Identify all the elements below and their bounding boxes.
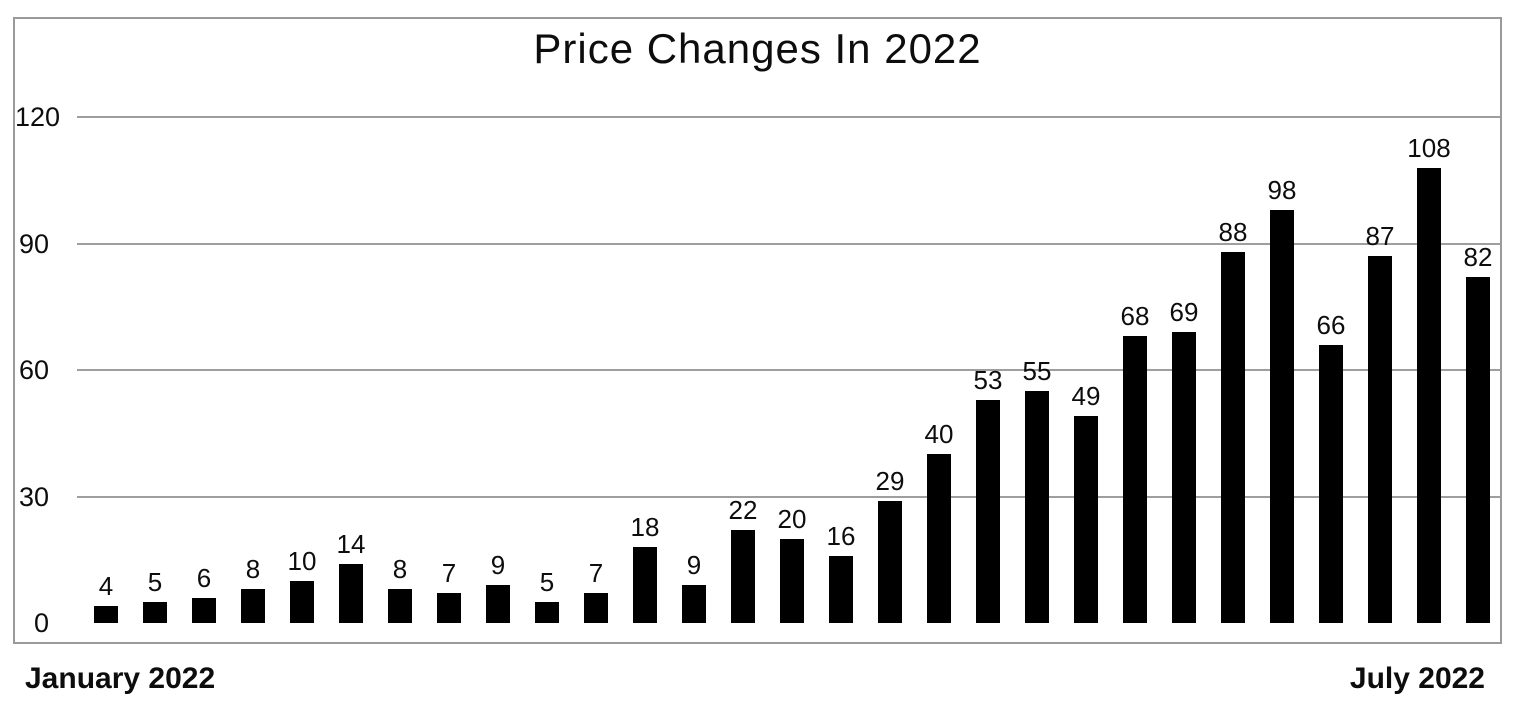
bar-value-label: 5 xyxy=(147,566,163,597)
bar-value-label: 10 xyxy=(287,545,317,576)
bar xyxy=(192,597,216,623)
bar xyxy=(1368,256,1392,623)
bar-value-label: 8 xyxy=(392,554,408,585)
bar-value-label: 20 xyxy=(777,503,807,534)
bar-value-label: 5 xyxy=(539,566,555,597)
y-axis-tick-label: 60 xyxy=(18,355,49,385)
bar-value-label: 6 xyxy=(196,562,212,593)
bar-value-label: 98 xyxy=(1267,174,1297,205)
bar-value-label: 108 xyxy=(1407,132,1451,163)
plot-area: 0 30 60 90 120 4 5 6 8 10 14 8 7 9 5 7 18 9 22 20 16 29 40 53 55… xyxy=(15,19,1500,642)
x-axis-label-start: January 2022 xyxy=(25,662,216,695)
bar xyxy=(1074,416,1098,623)
bar-value-label: 9 xyxy=(490,550,506,581)
chart-area: Price Changes In 2022 0 30 60 90 120 4 5 6 8 10 14… xyxy=(13,17,1502,644)
gridline-120 xyxy=(77,116,1500,118)
bar xyxy=(1123,336,1147,623)
bar xyxy=(731,530,755,623)
bar xyxy=(682,585,706,623)
bar xyxy=(486,585,510,623)
bar xyxy=(437,593,461,623)
bar xyxy=(290,580,314,623)
bar-value-label: 14 xyxy=(336,528,366,559)
bar-value-label: 87 xyxy=(1365,221,1395,252)
gridline-60 xyxy=(77,369,1500,371)
gridline-30 xyxy=(77,495,1500,498)
bar-value-label: 7 xyxy=(588,558,604,589)
bar xyxy=(584,593,608,623)
bar-value-label: 22 xyxy=(728,495,758,526)
bar-value-label: 53 xyxy=(973,364,1003,395)
y-axis-tick-label: 120 xyxy=(15,102,61,132)
bar-value-label: 8 xyxy=(245,554,261,585)
y-axis-tick-label: 0 xyxy=(33,608,49,638)
bar-value-label: 16 xyxy=(826,520,856,551)
bar xyxy=(829,555,853,623)
bar xyxy=(633,547,657,623)
bar-value-label: 18 xyxy=(630,512,660,543)
bar xyxy=(143,601,167,623)
chart-title: Price Changes In 2022 xyxy=(533,25,982,72)
bar xyxy=(1270,209,1294,623)
bar-value-label: 7 xyxy=(441,558,457,589)
bar-value-label: 55 xyxy=(1022,356,1052,387)
bar xyxy=(535,601,559,623)
bar-value-label: 69 xyxy=(1169,297,1199,328)
x-axis-label-end: July 2022 xyxy=(1349,662,1485,695)
y-axis-tick-label: 90 xyxy=(18,228,49,259)
bar-value-label: 40 xyxy=(924,419,954,450)
bar-value-label: 82 xyxy=(1463,242,1493,273)
bar-value-label: 29 xyxy=(875,465,905,496)
bar-value-label: 68 xyxy=(1120,301,1150,332)
bar-value-label: 66 xyxy=(1316,309,1346,340)
bar xyxy=(1221,251,1245,623)
bar xyxy=(1417,167,1441,623)
bar-value-label: 4 xyxy=(98,571,114,602)
bar-value-label: 9 xyxy=(686,550,702,581)
bar xyxy=(388,589,412,623)
bar xyxy=(94,606,118,623)
bar xyxy=(1172,332,1196,623)
y-axis-tick-label: 30 xyxy=(18,481,49,512)
bar-value-label: 88 xyxy=(1218,216,1248,247)
bar xyxy=(927,454,951,623)
bar xyxy=(1025,391,1049,623)
bar xyxy=(780,538,804,623)
bar xyxy=(241,589,265,623)
bar xyxy=(1319,344,1343,623)
bar xyxy=(339,563,363,623)
bar xyxy=(1466,277,1490,623)
bar-value-label: 49 xyxy=(1071,381,1101,412)
bar xyxy=(878,500,902,623)
gridline-90 xyxy=(77,242,1500,245)
bar xyxy=(976,399,1000,623)
